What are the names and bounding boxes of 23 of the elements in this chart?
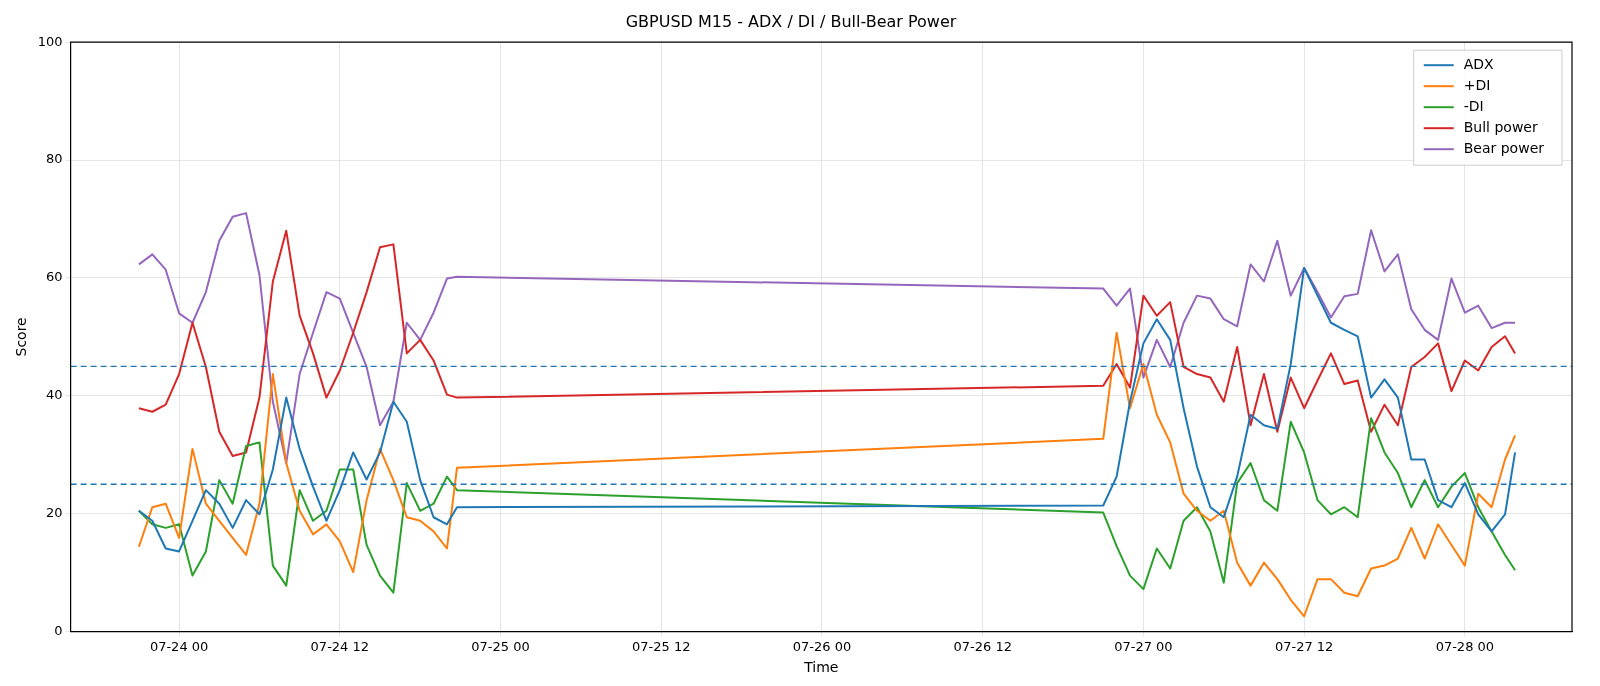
x-tick-label: 07-24 00 [149, 638, 209, 654]
y-tick-label: 60 [46, 269, 63, 285]
x-tick-label: 07-25 12 [632, 638, 691, 654]
x-tick-label: 07-26 12 [953, 638, 1012, 654]
x-tick-label: 07-27 00 [1114, 638, 1173, 654]
x-tick-label: 07-26 00 [792, 638, 852, 654]
legend-label: ADX [1463, 55, 1495, 72]
legend-label: +DI [1463, 76, 1491, 93]
legend-label: Bear power [1463, 139, 1545, 156]
y-tick-label: 100 [37, 33, 63, 49]
y-tick-label: 80 [46, 151, 63, 167]
y-tick-label: 40 [46, 387, 63, 403]
x-tick-label: 07-24 12 [310, 638, 370, 654]
y-axis-title: Score [13, 317, 30, 357]
x-axis-title: Time [803, 659, 839, 676]
chart-title: GBPUSD M15 - ADX / DI / Bull-Bear Power [625, 11, 957, 31]
legend-label: -DI [1463, 97, 1484, 114]
x-tick-label: 07-28 00 [1435, 638, 1495, 654]
x-tick-label: 07-25 00 [471, 638, 530, 654]
legend-label: Bull power [1463, 118, 1538, 135]
x-tick-label: 07-27 12 [1274, 638, 1334, 654]
y-tick-label: 20 [46, 505, 63, 521]
y-tick-label: 0 [54, 622, 63, 638]
